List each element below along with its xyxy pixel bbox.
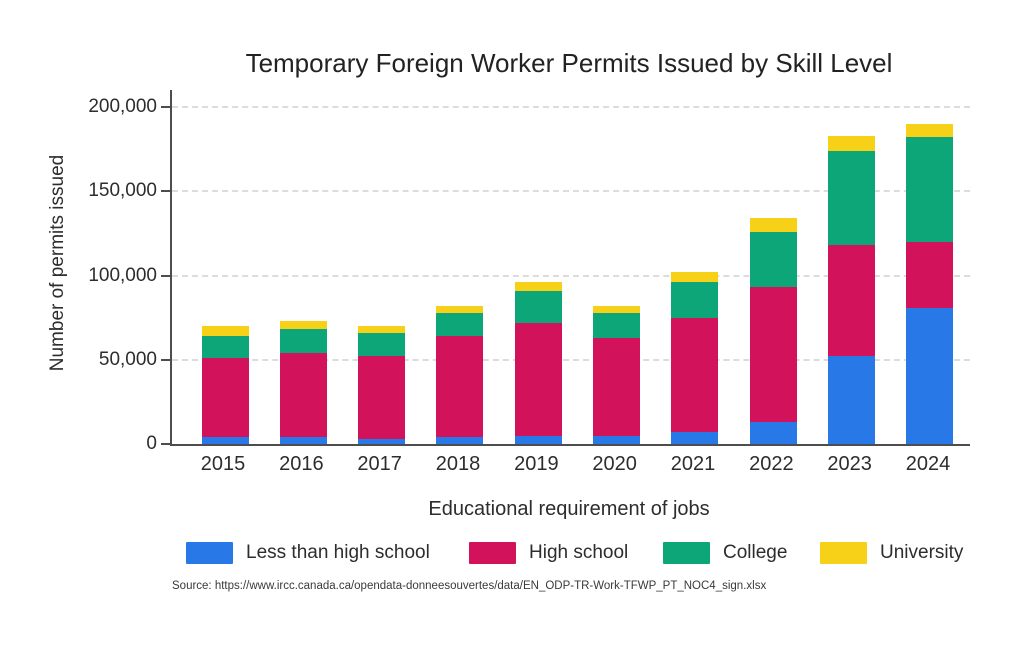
bar-2023-segment-less-than-high-school <box>828 356 876 444</box>
bar-2018-segment-college <box>436 312 484 337</box>
bar-2019-segment-high-school <box>514 322 562 436</box>
bar-2020-segment-less-than-high-school <box>593 435 641 444</box>
x-tick-label-2017: 2017 <box>357 453 402 475</box>
bar-2021 <box>671 272 719 444</box>
gridline-50000 <box>172 358 970 361</box>
bar-2017-segment-college <box>358 332 406 357</box>
source-note: Source: https://www.ircc.canada.ca/opend… <box>172 580 767 592</box>
bar-2019-segment-college <box>514 290 562 323</box>
bar-2020 <box>593 305 641 444</box>
bar-2022-segment-high-school <box>749 287 797 423</box>
bar-2016-segment-university <box>279 321 327 330</box>
bar-2016-segment-less-than-high-school <box>279 437 327 444</box>
bar-2018-segment-less-than-high-school <box>436 437 484 444</box>
bar-2021-segment-high-school <box>671 317 719 433</box>
bar-2024-segment-college <box>906 137 954 242</box>
gridline-150000 <box>172 190 970 193</box>
gridline-200000 <box>172 106 970 108</box>
bar-2020-segment-college <box>593 312 641 338</box>
bar-2019-segment-university <box>514 282 562 291</box>
bar-2015-segment-college <box>201 336 249 359</box>
x-tick-label-2018: 2018 <box>435 453 481 475</box>
bar-2015-segment-university <box>201 326 249 337</box>
bar-2017-segment-less-than-high-school <box>358 438 406 444</box>
legend-swatch-university <box>820 542 867 564</box>
bar-2020-segment-university <box>593 305 641 313</box>
bar-2017-segment-high-school <box>358 356 406 439</box>
bar-2019 <box>514 282 562 444</box>
bar-2023-segment-university <box>828 135 876 151</box>
bar-2016-segment-college <box>279 329 327 354</box>
bar-2018-segment-university <box>436 305 484 313</box>
bar-2023 <box>828 135 876 444</box>
chart-title: Temporary Foreign Worker Permits Issued … <box>245 48 893 78</box>
bar-2017 <box>358 326 406 444</box>
legend-item-less-than-high-school: Less than high school <box>186 541 430 565</box>
bar-2024-segment-high-school <box>906 241 954 308</box>
y-tick-label-50000: 50,000 <box>98 348 157 370</box>
y-tick-label-100000: 100,000 <box>88 264 157 286</box>
bar-2021-segment-university <box>671 272 719 283</box>
x-tick-label-2021: 2021 <box>670 453 716 475</box>
bar-2023-segment-high-school <box>828 245 876 357</box>
y-axis-tick-0 <box>161 443 170 445</box>
bar-2015-segment-less-than-high-school <box>201 437 249 444</box>
bar-2022-segment-less-than-high-school <box>749 422 797 444</box>
y-tick-label-200000: 200,000 <box>88 96 157 117</box>
y-tick-label-0: 0 <box>146 433 157 454</box>
bar-2021-segment-less-than-high-school <box>671 432 719 444</box>
bar-2021-segment-college <box>671 282 719 318</box>
x-tick-label-2016: 2016 <box>279 453 324 475</box>
bar-2017-segment-university <box>358 326 406 333</box>
x-axis-title: Educational requirement of jobs <box>428 498 710 520</box>
y-axis-tick-150000 <box>161 190 170 193</box>
legend-label-less-than-high-school: Less than high school <box>246 542 430 563</box>
bar-2024-segment-university <box>906 123 954 138</box>
bar-2020-segment-high-school <box>593 337 641 436</box>
plot-area <box>161 90 970 446</box>
legend-label-high-school: High school <box>529 542 629 563</box>
legend-item-college: College <box>663 541 787 565</box>
legend-label-university: University <box>880 542 964 563</box>
legend-item-high-school: High school <box>469 541 628 565</box>
bar-2019-segment-less-than-high-school <box>514 435 562 444</box>
x-tick-label-2020: 2020 <box>592 453 637 475</box>
bar-2018 <box>436 305 484 444</box>
bar-2022-segment-university <box>749 218 797 232</box>
bar-2015-segment-high-school <box>201 358 249 438</box>
legend-swatch-less-than-high-school <box>186 542 233 564</box>
legend: Less than high school High school College U… <box>0 541 1024 567</box>
y-axis-tick-200000 <box>161 106 170 108</box>
x-tick-label-2024: 2024 <box>905 453 951 475</box>
bar-2023-segment-college <box>828 150 876 246</box>
x-tick-label-2015: 2015 <box>200 453 246 475</box>
y-tick-label-150000: 150,000 <box>88 180 157 202</box>
bar-2016-segment-high-school <box>279 353 327 438</box>
legend-label-college: College <box>723 542 788 563</box>
y-axis-tick-50000 <box>161 358 170 361</box>
x-tick-label-2023: 2023 <box>827 453 872 475</box>
bar-2015 <box>201 326 249 444</box>
y-axis-tick-100000 <box>161 274 170 277</box>
bar-2022 <box>749 218 797 444</box>
bar-2024-segment-less-than-high-school <box>906 307 954 444</box>
x-tick-label-2019: 2019 <box>514 453 559 475</box>
x-tick-label-2022: 2022 <box>749 453 794 475</box>
bar-2024 <box>906 123 954 444</box>
legend-swatch-high-school <box>469 542 516 564</box>
bar-2018-segment-high-school <box>436 336 484 438</box>
bar-2016 <box>279 321 327 444</box>
bar-2022-segment-college <box>749 231 797 288</box>
legend-item-university: University <box>820 541 963 565</box>
legend-swatch-college <box>663 542 710 564</box>
gridline-100000 <box>172 274 970 277</box>
